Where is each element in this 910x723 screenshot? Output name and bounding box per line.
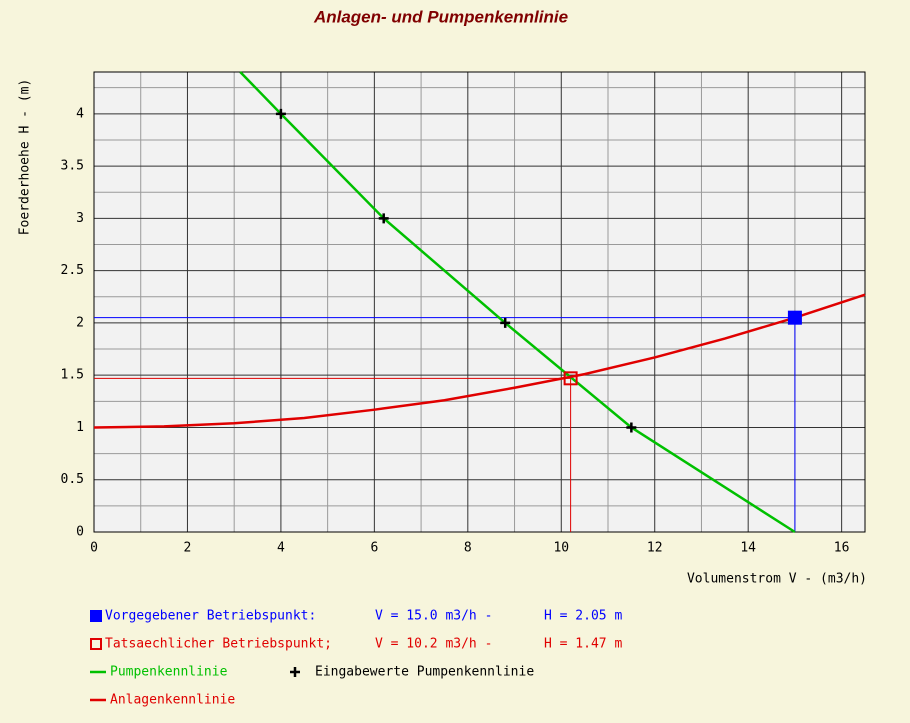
operating-point — [787, 310, 802, 325]
legend-label: Pumpenkennlinie — [110, 665, 228, 680]
legend-v: V = 10.2 m3/h - — [375, 637, 492, 652]
y-tick-label: 1.5 — [61, 368, 84, 383]
plus-marker — [290, 667, 300, 677]
series-line — [93, 293, 866, 429]
plus-marker — [626, 422, 637, 433]
plus-marker — [500, 317, 511, 328]
y-tick-label: 0.5 — [61, 472, 84, 487]
legend-v: V = 15.0 m3/h - — [375, 609, 492, 624]
x-tick-label: 12 — [647, 541, 663, 556]
legend-marker — [90, 610, 102, 622]
y-tick-label: 4 — [76, 106, 84, 121]
y-tick-label: 2 — [76, 315, 84, 330]
x-tick-label: 10 — [553, 541, 569, 556]
legend-marker — [90, 638, 102, 650]
x-tick-label: 0 — [90, 541, 98, 556]
x-tick-label: 8 — [464, 541, 472, 556]
y-axis-label: Foerderhoehe H - (m) — [18, 79, 33, 236]
legend-h: H = 2.05 m — [544, 609, 622, 624]
operating-point — [563, 371, 578, 386]
x-tick-label: 2 — [184, 541, 192, 556]
legend-label: Vorgegebener Betriebspunkt: — [105, 609, 316, 624]
x-tick-label: 16 — [834, 541, 850, 556]
legend-label: Anlagenkennlinie — [110, 693, 235, 708]
legend-h: H = 1.47 m — [544, 637, 622, 652]
y-tick-label: 3 — [76, 211, 84, 226]
y-tick-label: 2.5 — [61, 263, 84, 278]
series-line — [239, 71, 796, 534]
chart-title: Anlagen- und Pumpenkennlinie — [313, 7, 568, 26]
x-axis-label: Volumenstrom V - (m3/h) — [687, 572, 867, 587]
legend-label: Tatsaechlicher Betriebspunkt; — [105, 637, 332, 652]
plus-marker — [275, 108, 286, 119]
plus-marker — [378, 213, 389, 224]
y-tick-label: 1 — [76, 420, 84, 435]
x-tick-label: 4 — [277, 541, 285, 556]
y-tick-label: 3.5 — [61, 159, 84, 174]
plot-border — [93, 71, 866, 533]
legend-label: Eingabewerte Pumpenkennlinie — [315, 665, 534, 680]
x-tick-label: 14 — [740, 541, 756, 556]
x-tick-label: 6 — [370, 541, 378, 556]
y-tick-label: 0 — [76, 525, 84, 540]
